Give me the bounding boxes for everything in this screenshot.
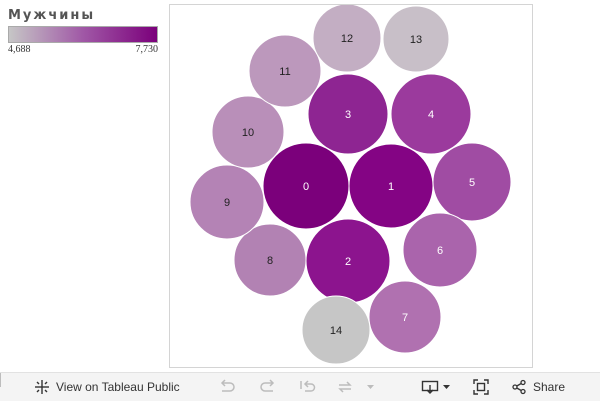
bubble-label-4: 4 [428,109,434,121]
undo-button[interactable] [218,373,236,401]
toolbar-divider [0,373,1,387]
bubble-label-5: 5 [469,177,475,189]
legend-min-label: 4,688 [8,44,31,55]
tableau-logo-icon [34,379,50,395]
refresh-options-button[interactable] [366,373,375,401]
bubble-label-10: 10 [242,127,254,139]
legend-gradient-bar [8,26,158,43]
bubble-label-13: 13 [410,34,422,46]
bubble-11[interactable]: 11 [248,34,322,108]
bubble-circle-4[interactable] [390,73,472,155]
bubble-label-3: 3 [345,109,351,121]
bubble-circle-9[interactable] [189,164,265,240]
bubble-circle-6[interactable] [402,212,478,288]
revert-button[interactable] [299,373,317,401]
fullscreen-button[interactable] [473,373,489,401]
fullscreen-icon [473,379,489,395]
download-icon [421,379,451,395]
view-on-tableau-public-button[interactable]: View on Tableau Public [34,373,180,401]
bubble-1[interactable]: 1 [348,143,434,229]
bubble-label-11: 11 [279,66,290,78]
bubble-3[interactable]: 3 [307,73,389,155]
bubble-circle-13[interactable] [382,5,450,73]
revert-icon [299,379,317,395]
bubble-label-9: 9 [224,197,230,209]
bubble-label-1: 1 [388,181,394,193]
bubble-14[interactable]: 14 [301,295,371,365]
bubble-circle-10[interactable] [211,95,285,169]
bubble-circle-11[interactable] [248,34,322,108]
bubble-label-12: 12 [341,33,353,45]
bubble-label-7: 7 [402,312,408,324]
bubble-circle-3[interactable] [307,73,389,155]
share-label: Share [533,380,566,394]
bubble-12[interactable]: 12 [312,5,382,73]
bubble-label-14: 14 [330,325,342,337]
undo-icon [218,379,236,395]
bubble-8[interactable]: 8 [233,223,307,297]
share-button[interactable]: Share [511,373,565,401]
view-on-tableau-public-label: View on Tableau Public [56,380,180,394]
bubble-circle-14[interactable] [301,295,371,365]
bubble-label-2: 2 [345,256,351,268]
bubble-7[interactable]: 7 [368,280,442,354]
legend-max-label: 7,730 [135,44,159,55]
tableau-toolbar: View on Tableau Public [0,372,600,401]
bubble-0[interactable]: 0 [262,142,350,230]
redo-icon [259,379,277,395]
bubble-10[interactable]: 10 [211,95,285,169]
bubble-4[interactable]: 4 [390,73,472,155]
download-button[interactable] [421,373,451,401]
bubble-2[interactable]: 2 [305,218,391,304]
bubble-5[interactable]: 5 [432,142,512,222]
bubble-13[interactable]: 13 [382,5,450,73]
bubble-label-0: 0 [303,181,309,193]
refresh-button[interactable] [336,373,354,401]
bubble-6[interactable]: 6 [402,212,478,288]
bubble-label-6: 6 [437,245,443,257]
bubble-circle-7[interactable] [368,280,442,354]
share-icon [511,379,527,395]
bubble-9[interactable]: 9 [189,164,265,240]
chevron-down-icon [366,383,375,391]
legend-labels: 4,688 7,730 [8,44,158,55]
bubble-label-8: 8 [267,255,273,267]
color-legend: Мужчины 4,688 7,730 [8,8,158,55]
bubble-circle-12[interactable] [312,5,382,73]
bubble-circle-5[interactable] [432,142,512,222]
chart-area: 0 1 2 3 4 5 6 7 8 9 10 11 12 13 14 [169,4,533,368]
redo-button[interactable] [259,373,277,401]
refresh-icon [336,379,354,395]
legend-title: Мужчины [8,8,96,23]
bubble-circle-8[interactable] [233,223,307,297]
